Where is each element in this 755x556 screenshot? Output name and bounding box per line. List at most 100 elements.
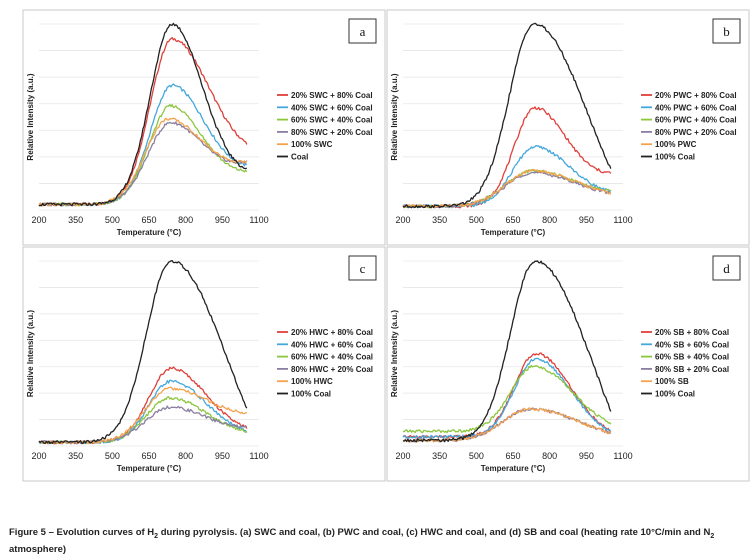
panel-border [22,246,386,482]
panels-group: Relative Intensity (a.u.) 200 350 500 650 800… [22,9,750,482]
panel-letter: c [360,261,366,276]
legend-label: 100% Coal [655,390,695,399]
panel-letter-box [348,18,377,44]
series-line [402,364,612,434]
panel-letter: b [723,24,730,39]
x-tick-label: 650 [505,215,520,225]
x-axis-title: Temperature (°C) [117,464,182,473]
x-tick-label: 500 [105,215,120,225]
x-tick-label: 950 [579,451,594,461]
legend-label: 40% HWC + 60% Coal [291,340,373,349]
x-tick-label: 800 [542,215,557,225]
x-tick-label: 200 [395,451,410,461]
x-tick-label: 950 [215,215,230,225]
legend-label: 80% HWC + 20% Coal [291,365,373,374]
x-tick-label: 200 [31,215,46,225]
panel-border [386,9,750,246]
x-axis-title: Temperature (°C) [481,464,546,473]
series-line [38,386,248,445]
x-tick-label: 1100 [613,215,632,225]
series-line [402,22,612,209]
legend-label: 80% PWC + 20% Coal [655,128,737,137]
x-tick-label: 350 [432,215,447,225]
legend-label: 20% HWC + 80% Coal [291,328,373,337]
x-tick-label: 650 [505,451,520,461]
x-tick-label: 1100 [249,215,268,225]
x-tick-label: 1100 [613,451,632,461]
panel-border [22,9,386,246]
legend-label: 60% HWC + 40% Coal [291,353,373,362]
legend-label: 20% SWC + 80% Coal [291,91,373,100]
chart-panel-a: Relative Intensity (a.u.) 200 350 500 650 800… [22,9,386,246]
y-axis-title: Relative Intensity (a.u.) [390,73,399,160]
series-line [38,379,248,445]
legend-label: 100% PWC [655,140,697,149]
chart-panel-b: Relative Intensity (a.u.) 200 350 500 650 800… [386,9,750,246]
x-tick-label: 350 [68,451,83,461]
series-line [38,259,248,445]
series-line [403,106,612,209]
series-line [402,407,612,443]
legend-label: 40% PWC + 60% Coal [655,103,737,112]
x-axis-title: Temperature (°C) [117,228,182,237]
panel-letter: a [360,24,366,39]
panel-letter-box [712,255,741,281]
chart-panel-c: Relative Intensity (a.u.) 200 350 500 650 800… [22,246,386,482]
x-tick-label: 650 [141,215,156,225]
chart-panel-d: Relative Intensity (a.u.) 200 350 500 650 800… [386,246,750,482]
legend-label: 60% SWC + 40% Coal [291,116,373,125]
panel-border [386,246,750,482]
y-axis-title: Relative Intensity (a.u.) [26,73,35,160]
legend-label: 80% SB + 20% Coal [655,365,729,374]
series-line [38,36,248,207]
legend-label: Coal [291,153,308,162]
legend-label: 60% PWC + 40% Coal [655,116,737,125]
series-line [402,171,612,209]
legend-label: 20% SB + 80% Coal [655,328,729,337]
legend-label: 100% SB [655,377,689,386]
legend-label: 20% PWC + 80% Coal [655,91,737,100]
x-tick-label: 200 [395,215,410,225]
panel-letter: d [723,261,730,276]
series-line [402,352,612,439]
series-line [38,117,248,207]
series-line [38,83,248,207]
figure-caption: Figure 5 – Evolution curves of H2 during… [9,526,749,556]
legend-label: 100% HWC [291,377,333,386]
x-tick-label: 350 [432,451,447,461]
caption-middle: during pyrolysis. (a) SWC and coal, (b) … [158,527,711,538]
series-line [402,169,612,209]
x-tick-label: 500 [469,215,484,225]
caption-lead: Figure 5 – Evolution curves of H [9,527,155,538]
legend-label: 40% SWC + 60% Coal [291,103,373,112]
x-tick-label: 950 [579,215,594,225]
x-tick-label: 1100 [249,451,268,461]
x-tick-label: 650 [141,451,156,461]
y-axis-title: Relative Intensity (a.u.) [26,310,35,397]
x-tick-label: 800 [542,451,557,461]
x-tick-label: 500 [469,451,484,461]
legend-label: 40% SB + 60% Coal [655,340,729,349]
x-tick-label: 800 [178,215,193,225]
x-tick-label: 200 [31,451,46,461]
legend-label: 100% Coal [291,390,331,399]
x-tick-label: 800 [178,451,193,461]
caption-sub-a: 2 [154,532,159,540]
legend-label: 60% SB + 40% Coal [655,353,729,362]
panel-letter-box [348,255,377,281]
caption-tail: atmosphere) [9,543,67,555]
x-tick-label: 500 [105,451,120,461]
legend-label: 80% SWC + 20% Coal [291,128,373,137]
series-line [402,168,612,209]
panel-letter-box [712,18,741,44]
series-line [402,260,612,443]
legend-label: 100% Coal [655,153,695,162]
y-axis-title: Relative Intensity (a.u.) [390,310,399,397]
x-tick-label: 950 [215,451,230,461]
series-line [402,357,612,439]
caption-sub-b: 2 [710,532,715,540]
x-tick-label: 350 [68,215,83,225]
legend-label: 100% SWC [291,140,333,149]
series-line [38,22,248,207]
